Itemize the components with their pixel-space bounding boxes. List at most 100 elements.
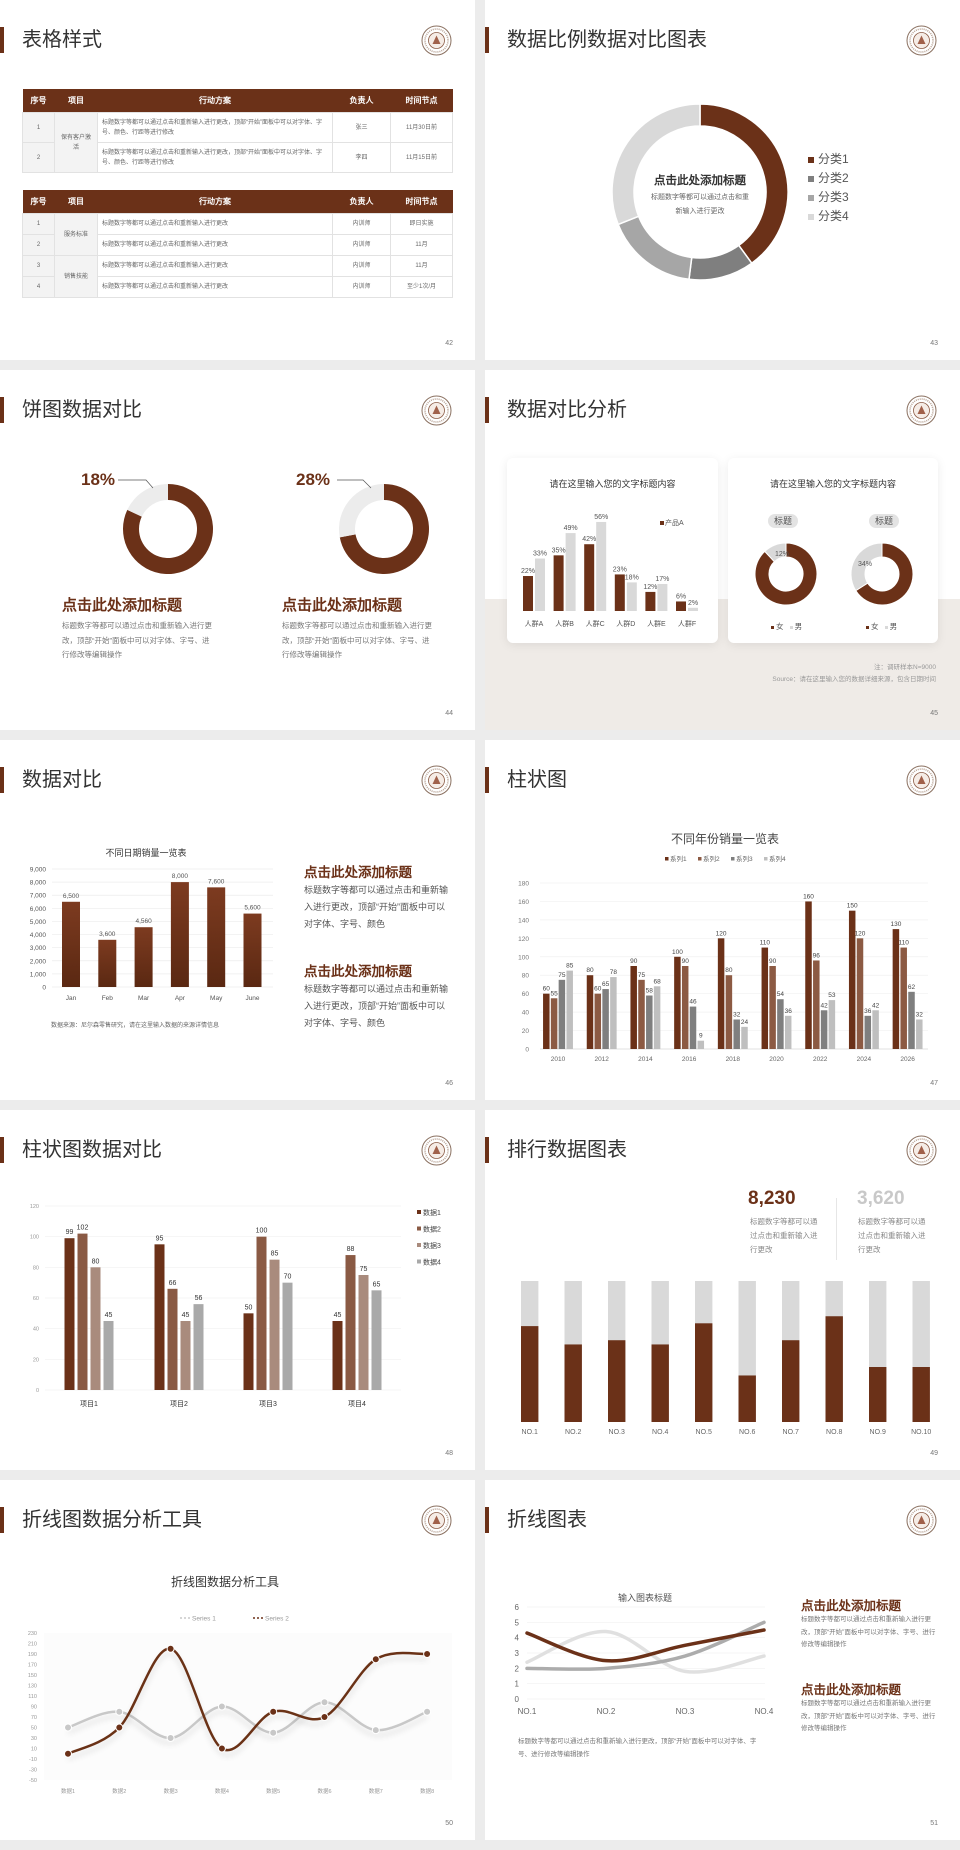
- cell-plan: 标题数字等都可以通过点击和重新输入进行更改: [97, 213, 333, 235]
- y-tick-label: 40: [33, 1327, 39, 1333]
- legend-label: 男: [889, 622, 898, 631]
- bar-fill: [651, 1344, 669, 1422]
- y-tick-label: 8,000: [30, 880, 47, 887]
- seal-emblem: [917, 405, 926, 414]
- legend-item: 分类1: [808, 150, 849, 169]
- bar: [77, 1233, 88, 1390]
- y-tick-label: 4,000: [30, 932, 47, 939]
- slide-46[interactable]: 数据对比 46 不同日期销量一览表 0 1,000 2,000 3,000 4,000 5,…: [0, 740, 475, 1100]
- percent-label: 34%: [858, 561, 872, 568]
- bar: [892, 929, 900, 1049]
- bar: [282, 1282, 293, 1390]
- data-label: 96: [813, 952, 821, 959]
- slide-title: 柱状图数据对比: [22, 1139, 162, 1161]
- title-accent-bar: [485, 1137, 489, 1163]
- y-tick-label: 230: [28, 1631, 37, 1637]
- cell-time: 11月30日前: [390, 112, 453, 143]
- percent-label: 28%: [296, 470, 331, 489]
- bar: [64, 1238, 75, 1390]
- slide-50[interactable]: 折线图数据分析工具 50 折线图数据分析工具 -50 -30 -10 10 30 50 70 9…: [0, 1480, 475, 1840]
- slide-42[interactable]: 表格样式 42 序号 项目 行动方案 负责人 时间节点 1 保有客户激活 标题数…: [0, 0, 475, 360]
- slide-title: 数据对比分析: [507, 399, 627, 421]
- category-label: Apr: [175, 995, 186, 1002]
- data-label: 8,000: [172, 873, 189, 880]
- bar: [207, 887, 226, 987]
- data-label: 100: [256, 1228, 268, 1235]
- slide-43[interactable]: 数据比例数据对比图表 43 点击此处添加标题 标题数字等都可以通过点击和重新输入…: [485, 0, 960, 360]
- bar: [610, 977, 617, 1049]
- bar: [103, 1321, 114, 1390]
- page-number: 51: [930, 1820, 938, 1827]
- legend-swatch: [866, 625, 869, 629]
- slide-47[interactable]: 柱状图 47 不同年份销量一览表 系列1 系列2 系列3 系列4 0 20 40 60 80 100…: [485, 740, 960, 1100]
- cell-group: 销售技能: [54, 255, 98, 298]
- data-point: [269, 1728, 278, 1737]
- cell-no: 1: [22, 112, 55, 143]
- seal-text-ring: [424, 768, 449, 793]
- bar: [689, 1006, 697, 1049]
- category-label: 2026: [900, 1056, 915, 1063]
- legend-label: Series 2: [265, 1616, 289, 1623]
- seal-text-ring: [424, 1508, 449, 1533]
- slide-51[interactable]: 折线图表 51 输入图表标题 0 1 2 3 4 5 6 NO.1 NO.2 NO.3 NO.4 标题…: [485, 1480, 960, 1840]
- data-label: 65: [373, 1281, 381, 1288]
- y-tick-label: -50: [29, 1778, 37, 1784]
- data-label: 56%: [594, 514, 608, 521]
- cell-owner: 内训师: [332, 255, 391, 277]
- category-label: 人群B: [555, 619, 574, 628]
- chart-legend: 分类1 分类2 分类3 分类4: [808, 150, 849, 226]
- donut-charts: [118, 479, 429, 574]
- legend-label: 数据1: [423, 1208, 441, 1217]
- bar: [856, 938, 864, 1049]
- y-tick-label: 70: [31, 1715, 37, 1721]
- legend-swatch: [771, 625, 774, 629]
- category-label: NO.1: [518, 1707, 537, 1716]
- category-label: 2024: [857, 1056, 872, 1063]
- slide-45[interactable]: 数据对比分析 45 请在这里输入您的文字标题内容 请在这里输入您的文字标题内容 …: [485, 370, 960, 730]
- seal-emblem: [917, 1145, 926, 1154]
- seal-text-ring: [909, 1508, 934, 1533]
- donut-legend: 女 男: [771, 621, 802, 632]
- data-label: 102: [77, 1225, 89, 1232]
- chart-title: 折线图数据分析工具: [171, 1574, 279, 1589]
- slide-title: 饼图数据对比: [22, 399, 142, 421]
- cell-time: 11月15日前: [390, 142, 453, 173]
- slide-48[interactable]: 柱状图数据对比 48 0 20 40 60 80 100 120 99 102 80 45 项目1 95…: [0, 1110, 475, 1470]
- slide-title: 柱状图: [507, 769, 567, 791]
- slide-44[interactable]: 饼图数据对比 44 18% 28% 点击此处添加标题 标题数字等都可以通过点击和…: [0, 370, 475, 730]
- bar: [784, 1015, 792, 1049]
- category-label: 数据2: [112, 1787, 126, 1795]
- cell-owner: 张三: [332, 112, 391, 143]
- table-header-row: 序号 项目 行动方案 负责人 时间节点: [22, 190, 453, 214]
- cell-owner: 内训师: [332, 234, 391, 256]
- cell-time: 11月: [390, 255, 453, 277]
- action-plan-table-1: 序号 项目 行动方案 负责人 时间节点 1 保有客户激活 标题数字等都可以通过点…: [22, 89, 453, 173]
- data-label: 32: [916, 1011, 924, 1018]
- data-label: 45: [105, 1312, 113, 1319]
- legend-item: 分类3: [808, 188, 849, 207]
- legend-label: 系列2: [703, 854, 720, 863]
- leader-line: [118, 479, 154, 489]
- y-tick-label: 1: [515, 1680, 520, 1689]
- header-cell: 负责人: [332, 89, 391, 113]
- data-label: 54: [777, 991, 785, 998]
- category-label: NO.10: [911, 1429, 931, 1436]
- category-label: NO.4: [652, 1429, 668, 1436]
- data-label: 17%: [655, 576, 669, 583]
- cell-group: 保有客户激活: [54, 112, 98, 173]
- slide-49[interactable]: 排行数据图表 49 8,230 标题数字等都可以通过点击和重新输入进行更改 3,…: [485, 1110, 960, 1470]
- seal-text-ring: [424, 1138, 449, 1163]
- bar-fill: [695, 1323, 713, 1422]
- donut-slice: [123, 484, 214, 574]
- data-point: [320, 1698, 329, 1707]
- data-label: 6,500: [63, 893, 80, 900]
- legend-swatch: [417, 1210, 421, 1214]
- header-cell: 时间节点: [390, 190, 453, 214]
- data-label: 42: [820, 1002, 828, 1009]
- y-tick-label: 2: [515, 1664, 520, 1673]
- data-label: 6%: [676, 593, 686, 600]
- bar: [134, 927, 153, 987]
- data-label: 60: [543, 986, 551, 993]
